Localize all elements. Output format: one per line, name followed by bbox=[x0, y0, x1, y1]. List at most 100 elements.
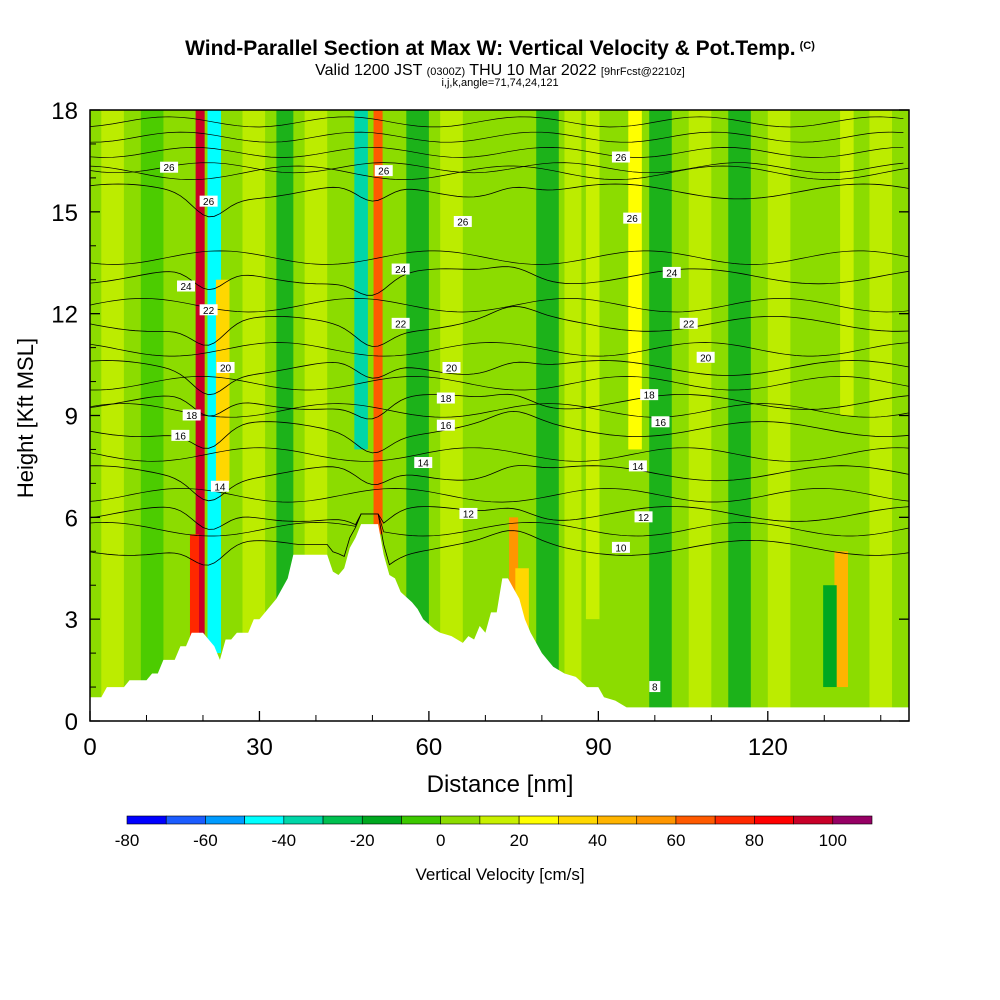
contour-label-box bbox=[199, 304, 218, 316]
x-tick-label: 0 bbox=[83, 734, 96, 761]
contour-label-box bbox=[177, 280, 196, 292]
terrain-fill bbox=[90, 524, 909, 721]
contour-label-text: 14 bbox=[418, 459, 430, 470]
colorbar-tick-label: -40 bbox=[272, 831, 297, 850]
contour-label-text: 18 bbox=[644, 391, 656, 402]
contour-label-text: 12 bbox=[638, 513, 650, 524]
field-band bbox=[688, 110, 712, 721]
contour-label-box bbox=[453, 216, 472, 228]
contour-label: 22 bbox=[199, 304, 218, 317]
w-column bbox=[509, 517, 519, 620]
copyright-mark: (C) bbox=[799, 40, 815, 52]
contour-label-box bbox=[651, 416, 670, 428]
contour-label-box bbox=[640, 389, 659, 401]
contour-label-box bbox=[611, 151, 630, 163]
contour-label: 24 bbox=[177, 280, 196, 293]
contour-label-text: 20 bbox=[700, 353, 712, 364]
contour-label-text: 16 bbox=[175, 431, 187, 442]
contour-label-text: 16 bbox=[655, 418, 667, 429]
contour-label-box bbox=[436, 419, 455, 431]
y-tick-label: 15 bbox=[51, 200, 78, 227]
theta-contour bbox=[90, 447, 909, 462]
w-column bbox=[373, 110, 383, 535]
colorbar-swatch bbox=[518, 815, 559, 825]
field-band bbox=[869, 110, 893, 721]
chart-title: Wind-Parallel Section at Max W: Vertical… bbox=[185, 37, 815, 60]
contour-label-text: 20 bbox=[446, 363, 458, 374]
colorbar-swatch bbox=[479, 815, 520, 825]
contour-label-box bbox=[623, 212, 642, 224]
contour-label: 26 bbox=[374, 165, 393, 178]
contour-label-box bbox=[662, 266, 681, 278]
field-band bbox=[728, 110, 751, 721]
contour-label-box bbox=[436, 392, 455, 404]
colorbar-tick-label: 20 bbox=[510, 831, 529, 850]
contour-label-text: 8 bbox=[652, 683, 658, 694]
contour-label: 16 bbox=[171, 429, 190, 442]
w-column bbox=[823, 585, 837, 688]
contour-label: 16 bbox=[651, 416, 670, 429]
contour-label: 20 bbox=[696, 351, 715, 364]
colorbar-swatch bbox=[205, 815, 245, 825]
theta-contour bbox=[90, 146, 904, 158]
colorbar-swatch bbox=[165, 815, 206, 825]
contour-label-box bbox=[171, 429, 190, 441]
contour-label-text: 14 bbox=[632, 462, 644, 473]
axes: 0 30 60 90 120 0 3 6 9 12 15 18 bbox=[51, 98, 909, 761]
contour-label: 16 bbox=[436, 419, 455, 432]
contour-label-text: 14 bbox=[214, 482, 226, 493]
theta-contour bbox=[90, 393, 909, 420]
contour-label: 10 bbox=[611, 541, 630, 554]
colorbar-swatch bbox=[401, 815, 441, 825]
contour-label: 8 bbox=[649, 681, 661, 694]
colorbar-swatch bbox=[440, 815, 481, 825]
y-tick-label: 9 bbox=[65, 404, 78, 431]
theta-contour bbox=[90, 162, 904, 174]
contour-label: 22 bbox=[679, 317, 698, 330]
w-column bbox=[585, 110, 600, 620]
colorbar-tick-label: 60 bbox=[666, 831, 685, 850]
contour-label-box bbox=[442, 361, 461, 373]
contour-label-box bbox=[649, 681, 661, 693]
contour-label-text: 18 bbox=[440, 394, 452, 405]
colorbar-swatch bbox=[126, 815, 167, 825]
theta-contour bbox=[90, 165, 909, 180]
theta-contour bbox=[90, 116, 904, 128]
contour-label: 12 bbox=[459, 507, 478, 520]
theta-contours bbox=[90, 116, 909, 566]
terrain bbox=[90, 524, 909, 721]
field-band bbox=[101, 110, 124, 721]
contour-label-text: 24 bbox=[395, 265, 407, 276]
colorbar-tick-label: -60 bbox=[193, 831, 218, 850]
contour-label: 20 bbox=[216, 361, 235, 374]
contour-label-text: 24 bbox=[666, 268, 678, 279]
contour-label-box bbox=[391, 263, 410, 275]
contour-label-text: 26 bbox=[203, 197, 215, 208]
contour-label-text: 16 bbox=[440, 421, 452, 432]
contour-label-text: 26 bbox=[378, 167, 390, 178]
theta-contour bbox=[90, 403, 909, 418]
contour-label-box bbox=[216, 361, 235, 373]
contour-label-box bbox=[374, 165, 393, 177]
colorbar-swatch bbox=[244, 815, 285, 825]
y-tick-label: 12 bbox=[51, 302, 78, 329]
field-band bbox=[276, 110, 294, 721]
contour-label-text: 18 bbox=[186, 411, 198, 422]
contour-label-text: 22 bbox=[395, 319, 407, 330]
field-band bbox=[140, 110, 164, 721]
contour-label: 18 bbox=[640, 389, 659, 402]
w-column bbox=[189, 534, 200, 654]
contour-label-box bbox=[679, 317, 698, 329]
contour-label: 14 bbox=[628, 460, 647, 473]
w-column bbox=[207, 110, 222, 654]
theta-contour bbox=[90, 513, 909, 537]
theta-contour bbox=[90, 410, 909, 454]
w-column bbox=[834, 551, 848, 688]
contour-label-box bbox=[210, 480, 229, 492]
contour-label: 12 bbox=[634, 511, 653, 524]
colorbar-swatch bbox=[714, 815, 755, 825]
contour-label-text: 26 bbox=[164, 163, 176, 174]
field-band bbox=[767, 110, 791, 721]
theta-contour bbox=[90, 376, 909, 391]
